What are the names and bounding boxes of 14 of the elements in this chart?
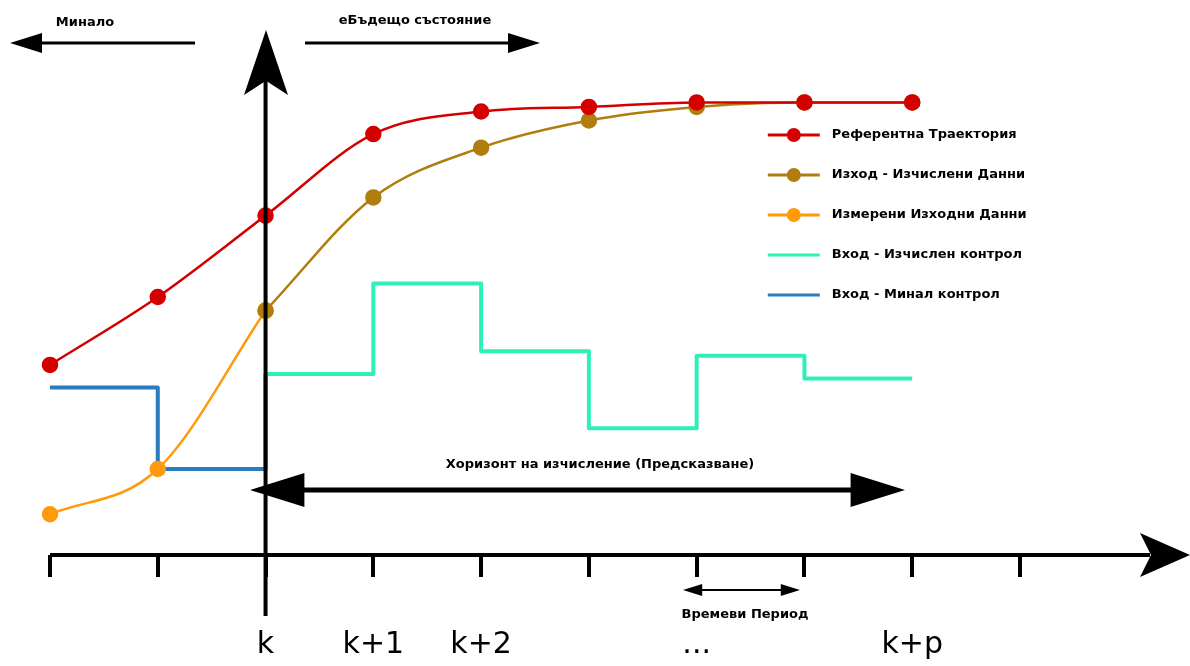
x-tick-label: ...: [682, 624, 711, 660]
legend-label: Измерени Изходни Данни: [831, 206, 1027, 222]
legend-label: Изход - Изчислени Данни: [831, 166, 1026, 182]
text: еБъдещо състояние: [338, 12, 492, 27]
x-tick-label: k+p: [881, 624, 943, 660]
annotation: Хоризонт на изчисление (Предсказване): [445, 456, 755, 471]
legend-label: Вход - Минал контрол: [831, 286, 1000, 302]
text: Времеви Период: [681, 606, 809, 621]
legend-label: Референтна Траектория: [831, 126, 1017, 142]
text: Минало: [55, 14, 115, 29]
x-tick-label: k: [256, 624, 275, 660]
x-tick-label: k+2: [450, 624, 512, 660]
x-tick-label: k+1: [342, 624, 405, 660]
legend-label: Вход - Изчислен контрол: [831, 246, 1023, 262]
